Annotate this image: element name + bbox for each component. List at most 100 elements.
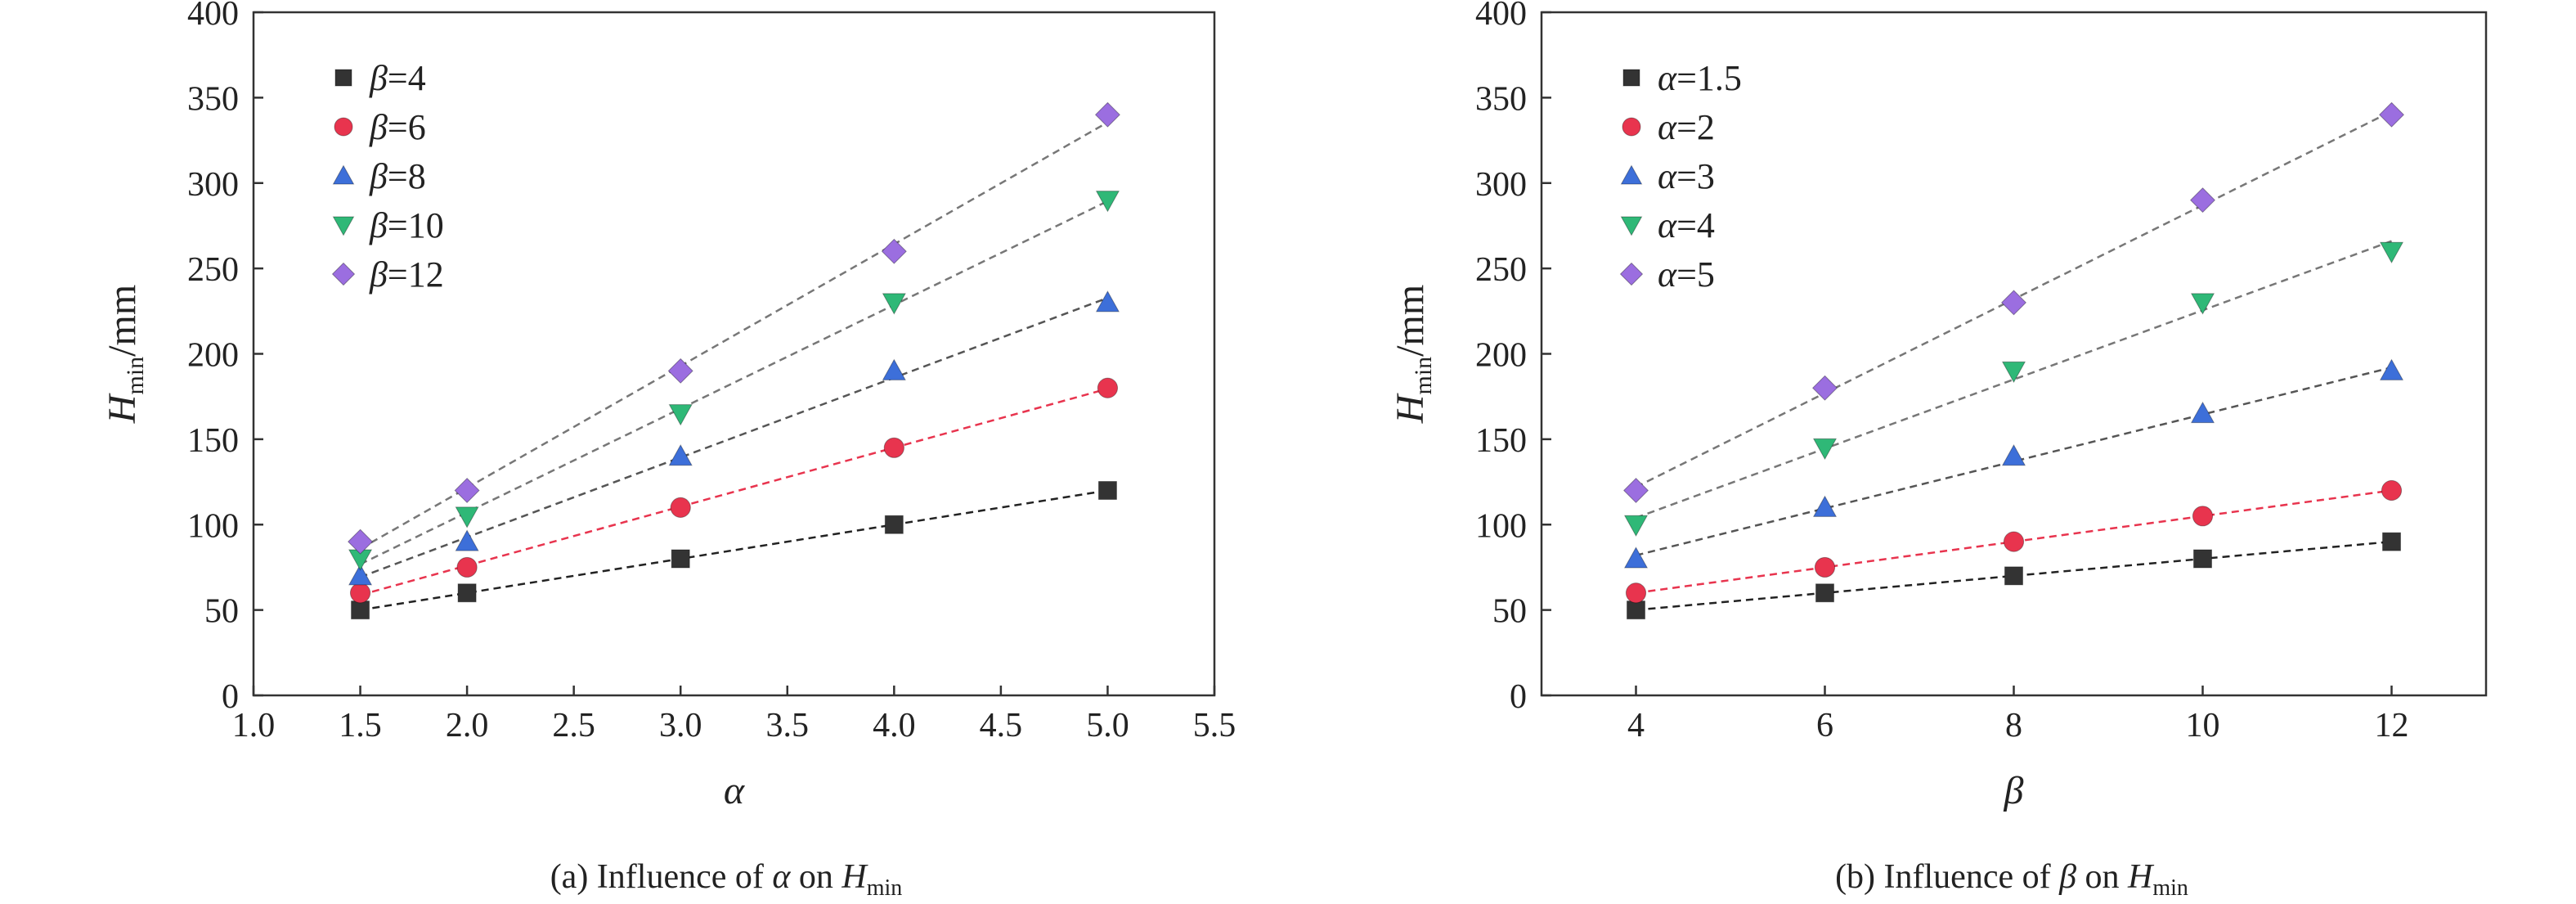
data-point	[668, 443, 693, 466]
legend-marker	[334, 117, 353, 137]
y-tick-label: 50	[204, 593, 239, 631]
series-3	[1623, 358, 2404, 569]
x-tick-label: 10	[2186, 707, 2220, 744]
legend-marker	[334, 69, 352, 87]
legend-marker	[1622, 117, 1641, 137]
data-point	[1097, 481, 1117, 500]
data-point	[882, 358, 906, 380]
legend-label: β=12	[369, 254, 444, 295]
data-point	[2001, 361, 2026, 384]
data-point	[455, 529, 479, 551]
y-tick-label: 350	[1475, 80, 1527, 118]
x-tick-label: 3.5	[766, 707, 810, 744]
data-point	[1623, 515, 1649, 537]
legend-item: α=1.5	[1622, 58, 1742, 98]
legend-label: β=6	[369, 107, 426, 147]
series-5	[1622, 101, 2405, 504]
legend-item: α=2	[1622, 107, 1715, 147]
legend: α=1.5 α=2 α=3 α=4 α=5	[1619, 58, 1742, 295]
x-tick-label: 1.0	[232, 707, 276, 744]
legend-label: β=10	[369, 205, 444, 245]
data-point	[1622, 477, 1649, 504]
data-point	[2003, 531, 2025, 552]
legend-marker	[1620, 216, 1643, 236]
x-tick-label: 4.0	[873, 707, 916, 744]
legend-marker	[1619, 262, 1644, 286]
data-point	[348, 564, 373, 586]
data-point	[668, 404, 693, 426]
data-point	[1627, 600, 1645, 620]
y-tick-label: 250	[1475, 251, 1527, 289]
y-tick-label: 100	[187, 507, 239, 545]
data-point	[2001, 443, 2026, 466]
data-point	[2381, 479, 2403, 501]
y-tick-label: 250	[187, 251, 239, 289]
legend-label: α=1.5	[1658, 58, 1742, 98]
data-point	[456, 556, 478, 578]
series-3	[348, 290, 1120, 586]
y-tick-label: 100	[1475, 507, 1527, 545]
x-tick-label: 4	[1627, 707, 1645, 744]
panel-b: 0 50 100 150 200 250 300 350 400 4 6 8 10 12 β Hmin/mm α…	[1389, 0, 2488, 901]
series-4	[348, 191, 1120, 571]
data-point	[1814, 556, 1836, 578]
fit-line	[360, 200, 1108, 565]
legend-label: α=4	[1658, 205, 1715, 245]
y-tick-label: 300	[1475, 166, 1527, 204]
data-point	[670, 497, 691, 518]
data-point	[2189, 187, 2216, 214]
y-axis-title: Hmin/mm	[101, 285, 149, 424]
data-point	[2000, 290, 2027, 316]
legend-marker	[1620, 164, 1643, 185]
panel-caption: (a) Influence of α on Hmin	[550, 858, 903, 901]
y-tick-label: 300	[187, 166, 239, 204]
data-point	[1095, 290, 1120, 313]
data-point	[455, 506, 479, 528]
legend-item: β=12	[331, 254, 444, 295]
y-tick-label: 200	[1475, 337, 1527, 375]
data-point	[883, 437, 904, 458]
y-tick-label: 350	[187, 80, 239, 118]
y-tick-label: 0	[222, 678, 239, 716]
legend-item: β=8	[332, 156, 426, 196]
data-point	[667, 358, 693, 384]
x-tick-label: 2.0	[446, 707, 489, 744]
data-point	[2382, 532, 2401, 551]
data-point	[349, 582, 371, 604]
data-point	[671, 549, 690, 569]
data-point	[2379, 358, 2404, 380]
legend-marker	[1622, 69, 1640, 87]
data-point	[881, 238, 907, 264]
series-1	[351, 481, 1117, 620]
y-tick-label: 200	[187, 337, 239, 375]
x-tick-label: 6	[1816, 707, 1833, 744]
data-point	[1094, 101, 1121, 128]
legend-marker	[332, 216, 355, 236]
fit-line	[1636, 540, 2392, 611]
x-axis-title: β	[2004, 769, 2024, 812]
data-point	[2190, 401, 2215, 424]
legend-item: β=10	[332, 205, 444, 245]
legend-label: β=4	[369, 58, 426, 98]
x-tick-label: 5.5	[1193, 707, 1236, 744]
data-point	[884, 515, 904, 534]
data-point	[1625, 582, 1647, 604]
data-point	[1097, 377, 1119, 398]
legend-item: β=6	[334, 107, 426, 147]
data-point	[2379, 241, 2404, 264]
legend-item: α=4	[1620, 205, 1715, 245]
y-tick-label: 0	[1510, 678, 1527, 716]
series-4	[1623, 240, 2404, 537]
data-point	[1623, 546, 1649, 569]
y-tick-label: 50	[1492, 593, 1527, 631]
x-tick-label: 2.5	[552, 707, 595, 744]
fit-line	[360, 387, 1108, 596]
data-point	[2190, 293, 2215, 315]
y-tick-label: 400	[1475, 0, 1527, 33]
data-point	[2004, 566, 2023, 586]
series-5	[347, 101, 1121, 555]
legend-marker	[331, 262, 356, 286]
data-point	[351, 600, 370, 620]
data-point	[1812, 438, 1838, 461]
